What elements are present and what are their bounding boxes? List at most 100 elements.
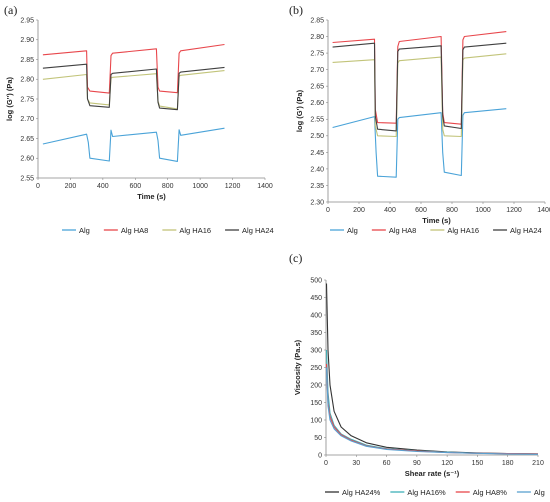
legend-label: Alg HA24%: [342, 488, 381, 497]
y-tick-label: 300: [310, 347, 322, 354]
legend-label: Alg: [534, 488, 545, 497]
y-axis-title: log (G'') (Pa): [5, 77, 14, 121]
y-tick-label: 350: [310, 330, 322, 337]
y-tick-label: 2.70: [310, 67, 324, 74]
y-tick-label: 2.50: [310, 133, 324, 140]
chart-panel-b: (b) 2.30 2.35 2.40 2.45 2.50 2.55 2.60 2.65 2.70 2…: [289, 3, 550, 235]
series-line-alg-ha8-: [325, 363, 539, 455]
x-tick-label: 400: [384, 207, 396, 214]
legend-label: Alg: [79, 226, 90, 235]
legend-label: Alg HA16: [447, 226, 479, 235]
x-tick-label: 600: [415, 207, 427, 214]
y-tick-label: 2.65: [310, 84, 324, 91]
x-tick-label: 30: [352, 460, 360, 467]
y-tick-label: 2.80: [310, 34, 324, 41]
panel-label: (a): [4, 3, 17, 17]
y-tick-label: 2.60: [310, 100, 324, 107]
x-tick-label: 120: [441, 460, 453, 467]
x-tick-label: 800: [162, 183, 174, 190]
y-tick-label: 2.75: [310, 50, 324, 57]
x-tick-label: 0: [324, 460, 328, 467]
y-tick-label: 200: [310, 382, 322, 389]
legend-item: Alg: [516, 488, 545, 497]
x-tick-label: 1000: [475, 207, 491, 214]
y-tick-label: 2.30: [310, 199, 324, 206]
chart-panel-c: (c) 0 50 100 150 200 250 300 350 400 450 500 0 30 60 90…: [289, 251, 545, 497]
legend-label: Alg HA8: [389, 226, 417, 235]
legend-item: Alg: [62, 226, 90, 235]
x-tick-label: 1000: [192, 183, 208, 190]
y-tick-label: 2.75: [20, 96, 34, 103]
x-tick-label: 800: [446, 207, 458, 214]
legend-item: Alg HA8: [371, 226, 417, 235]
y-tick-label: 2.70: [20, 116, 34, 123]
x-tick-label: 200: [353, 207, 365, 214]
legend-item: Alg: [330, 226, 358, 235]
y-tick-label: 500: [310, 277, 322, 284]
y-tick-label: 2.85: [310, 17, 324, 24]
legend-label: Alg HA8: [121, 226, 149, 235]
legend-item: Alg HA16%: [390, 488, 446, 497]
y-tick-label: 250: [310, 365, 322, 372]
series-line-alg-ha16: [332, 53, 507, 138]
y-tick-label: 2.40: [310, 166, 324, 173]
legend-label: Alg: [347, 226, 358, 235]
x-tick-label: 0: [36, 183, 40, 190]
y-tick-label: 0: [318, 452, 322, 459]
chart-panel-a: (a) 2.55 2.60 2.65 2.70 2.75 2.80 2.85 2.90 2.95 0…: [4, 3, 274, 235]
y-tick-label: 2.80: [20, 77, 34, 84]
x-tick-label: 90: [413, 460, 421, 467]
x-tick-label: 210: [532, 460, 544, 467]
y-tick-label: 400: [310, 312, 322, 319]
panel-label: (b): [289, 3, 303, 17]
y-tick-label: 2.60: [20, 156, 34, 163]
series-line-alg-ha24: [332, 42, 507, 132]
legend-label: Alg HA24: [510, 226, 542, 235]
series-line-alg: [332, 108, 507, 178]
x-tick-label: 200: [65, 183, 77, 190]
x-tick-label: 1200: [506, 207, 522, 214]
legend-item: Alg HA8: [103, 226, 149, 235]
panel-label: (c): [289, 251, 302, 265]
series-line-alg: [325, 367, 539, 455]
x-tick-label: 0: [326, 207, 330, 214]
series-line-alg-ha24-: [325, 283, 539, 455]
series-line-alg-ha16-: [325, 349, 539, 455]
y-tick-label: 2.95: [20, 17, 34, 24]
legend-item: Alg HA24: [493, 226, 542, 235]
legend-item: Alg HA16: [430, 226, 479, 235]
legend-item: Alg HA24%: [325, 488, 381, 497]
x-tick-label: 400: [97, 183, 109, 190]
legend-item: Alg HA16: [162, 226, 211, 235]
legend-label: Alg HA24: [242, 226, 274, 235]
x-tick-label: 600: [129, 183, 141, 190]
y-tick-label: 450: [310, 295, 322, 302]
x-axis-title: Shear rate (s⁻¹): [405, 469, 460, 478]
y-tick-label: 50: [314, 435, 322, 442]
x-tick-label: 1400: [257, 183, 273, 190]
x-tick-label: 1400: [537, 207, 550, 214]
x-tick-label: 1200: [225, 183, 241, 190]
y-tick-label: 2.55: [310, 117, 324, 124]
legend-label: Alg HA16%: [407, 488, 446, 497]
y-tick-label: 2.85: [20, 57, 34, 64]
series-line-alg-ha16: [42, 70, 225, 110]
y-tick-label: 2.55: [20, 175, 34, 182]
y-tick-label: 2.90: [20, 37, 34, 44]
x-tick-label: 180: [502, 460, 514, 467]
y-axis-title: log (G') (Pa): [295, 89, 304, 132]
x-tick-label: 150: [472, 460, 484, 467]
legend-label: Alg HA16: [179, 226, 211, 235]
y-tick-label: 2.35: [310, 183, 324, 190]
y-tick-label: 2.45: [310, 150, 324, 157]
legend-item: Alg HA8%: [455, 488, 508, 497]
legend-label: Alg HA8%: [473, 488, 508, 497]
series-line-alg: [42, 127, 225, 162]
series-line-alg-ha8: [42, 43, 225, 94]
y-tick-label: 2.65: [20, 136, 34, 143]
y-tick-label: 150: [310, 400, 322, 407]
y-tick-label: 100: [310, 417, 322, 424]
series-line-alg-ha24: [42, 63, 225, 111]
x-axis-title: Time (s): [422, 216, 451, 225]
